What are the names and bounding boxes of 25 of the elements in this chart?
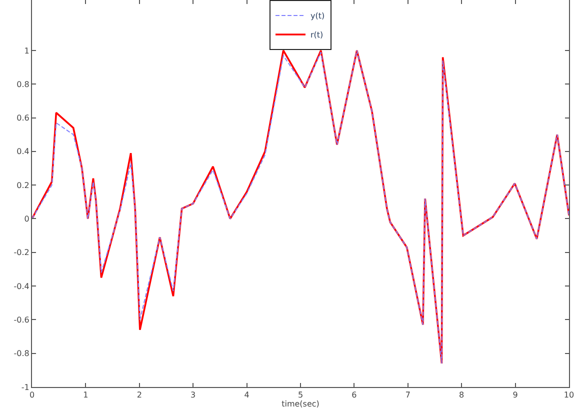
y-tick-label: 0.6: [16, 114, 30, 123]
y-tick-label: 0: [24, 214, 30, 224]
y-tick-label: -0.4: [14, 282, 30, 291]
line-series: [32, 50, 569, 364]
y-tick-label: 0.8: [16, 80, 30, 89]
x-tick-label: 1: [83, 390, 88, 400]
y-tick-label: -0.8: [14, 349, 30, 358]
x-tick-label: 3: [190, 390, 196, 400]
x-tick-label: 2: [136, 390, 142, 400]
y-tick-label: 0.4: [16, 147, 30, 156]
x-tick-label: 5: [298, 390, 304, 400]
x-tick-label: 10: [564, 390, 574, 400]
x-tick-label: 4: [244, 390, 250, 400]
y-tick-label: 1: [24, 46, 30, 56]
legend-label: y(t): [310, 12, 325, 21]
legend-label: r(t): [310, 30, 324, 40]
x-tick-label: 7: [405, 390, 410, 400]
y-tick-label: -1: [21, 382, 30, 392]
x-tick-label: 6: [352, 390, 357, 400]
y-tick-label: 0.2: [16, 180, 30, 190]
x-tick-label: 9: [512, 390, 518, 400]
x-axis-title: time(sec): [282, 400, 320, 409]
y-tick-label: -0.2: [14, 248, 30, 258]
x-tick-label: 8: [459, 390, 464, 400]
y-tick-label: -0.6: [14, 316, 30, 324]
